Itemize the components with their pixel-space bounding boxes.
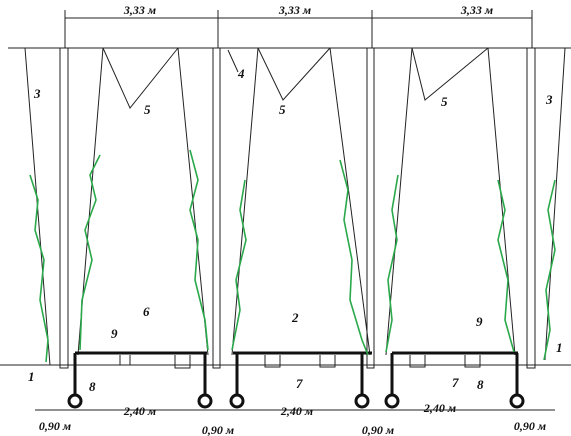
dimension: 3,33 м	[460, 3, 493, 17]
callout: 2	[291, 310, 299, 325]
callout: 5	[144, 102, 151, 117]
structure	[0, 10, 571, 411]
dimension: 0,90 м	[39, 419, 71, 433]
callout: 6	[143, 304, 150, 319]
dimension: 3,33 м	[123, 3, 156, 17]
callout: 8	[477, 377, 484, 392]
dimension: 0,90 м	[514, 419, 546, 433]
labels: 3,33 м 3,33 м 3,33 м 2,40 м 2,40 м 2,40 …	[28, 3, 563, 436]
dimension: 3,33 м	[278, 3, 311, 17]
callout: 9	[111, 326, 118, 341]
callout: 1	[556, 340, 563, 355]
dimension: 2,40 м	[423, 401, 456, 415]
callout: 3	[33, 86, 41, 101]
dimension: 0,90 м	[202, 423, 234, 436]
dimension: 2,40 м	[123, 404, 156, 418]
callout: 8	[89, 379, 96, 394]
dimension: 2,40 м	[280, 404, 313, 418]
dimension: 0,90 м	[362, 423, 394, 436]
callout: 5	[279, 102, 286, 117]
callout: 3	[545, 92, 553, 107]
callout: 5	[441, 94, 448, 109]
callout: 7	[452, 375, 459, 390]
callout: 1	[28, 369, 35, 384]
vines	[29, 149, 556, 363]
callout: 4	[237, 66, 245, 81]
callout: 7	[296, 376, 303, 391]
callout: 9	[476, 314, 483, 329]
